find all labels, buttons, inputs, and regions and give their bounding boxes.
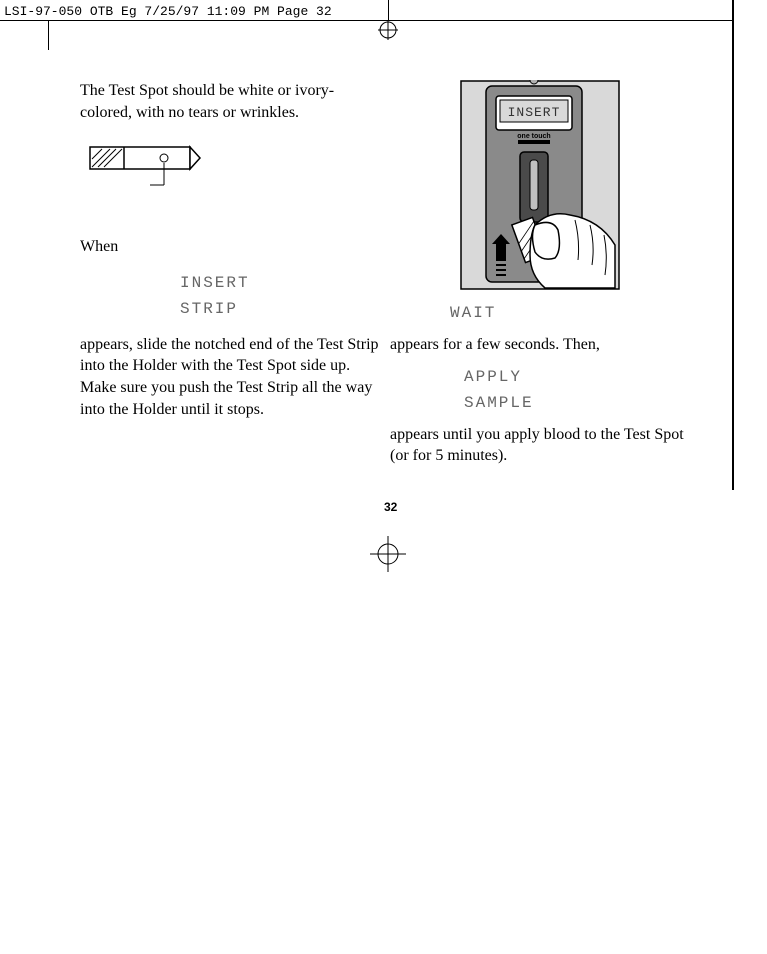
intro-text: The Test Spot should be white or ivory-c… bbox=[80, 80, 380, 123]
insert-instructions: appears, slide the notched end of the Te… bbox=[80, 334, 380, 420]
meter-brand-text: one touch bbox=[517, 133, 550, 140]
right-crop-rule bbox=[732, 0, 734, 490]
lcd-insert-line2: STRIP bbox=[180, 300, 380, 318]
wait-text: appears for a few seconds. Then, bbox=[390, 334, 690, 356]
test-strip-diagram bbox=[80, 137, 210, 197]
print-slug: LSI-97-050 OTB Eg 7/25/97 11:09 PM Page … bbox=[4, 4, 336, 19]
right-column: INSERT one touch bbox=[390, 80, 690, 467]
header-rule bbox=[0, 20, 732, 21]
left-crop-rule bbox=[48, 20, 49, 50]
left-column: The Test Spot should be white or ivory-c… bbox=[80, 80, 380, 420]
apply-text: appears until you apply blood to the Tes… bbox=[390, 424, 690, 467]
meter-display-text: INSERT bbox=[508, 105, 561, 120]
registration-mark-bottom bbox=[370, 536, 406, 572]
lcd-wait: WAIT bbox=[450, 304, 690, 322]
lcd-apply-line2: SAMPLE bbox=[464, 394, 690, 412]
page-number: 32 bbox=[384, 500, 397, 514]
when-text: When bbox=[80, 236, 380, 258]
meter-illustration: INSERT one touch bbox=[460, 80, 620, 290]
lcd-apply-line1: APPLY bbox=[464, 368, 690, 386]
lcd-insert-line1: INSERT bbox=[180, 274, 380, 292]
